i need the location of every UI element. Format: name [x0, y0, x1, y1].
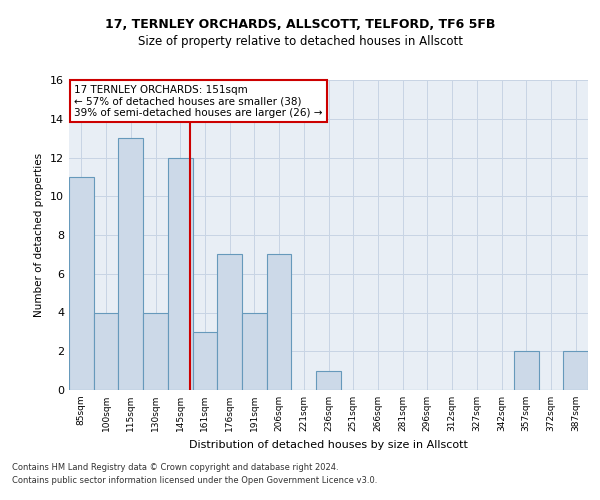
Bar: [563, 351, 588, 390]
Bar: [193, 332, 217, 390]
Bar: [168, 158, 193, 390]
Text: Contains public sector information licensed under the Open Government Licence v3: Contains public sector information licen…: [12, 476, 377, 485]
Bar: [94, 312, 118, 390]
X-axis label: Distribution of detached houses by size in Allscott: Distribution of detached houses by size …: [189, 440, 468, 450]
Text: Contains HM Land Registry data © Crown copyright and database right 2024.: Contains HM Land Registry data © Crown c…: [12, 462, 338, 471]
Text: 17, TERNLEY ORCHARDS, ALLSCOTT, TELFORD, TF6 5FB: 17, TERNLEY ORCHARDS, ALLSCOTT, TELFORD,…: [105, 18, 495, 30]
Bar: [316, 370, 341, 390]
Bar: [217, 254, 242, 390]
Text: Size of property relative to detached houses in Allscott: Size of property relative to detached ho…: [137, 35, 463, 48]
Bar: [514, 351, 539, 390]
Bar: [143, 312, 168, 390]
Bar: [242, 312, 267, 390]
Bar: [267, 254, 292, 390]
Text: 17 TERNLEY ORCHARDS: 151sqm
← 57% of detached houses are smaller (38)
39% of sem: 17 TERNLEY ORCHARDS: 151sqm ← 57% of det…: [74, 84, 323, 118]
Bar: [69, 177, 94, 390]
Bar: [118, 138, 143, 390]
Y-axis label: Number of detached properties: Number of detached properties: [34, 153, 44, 317]
